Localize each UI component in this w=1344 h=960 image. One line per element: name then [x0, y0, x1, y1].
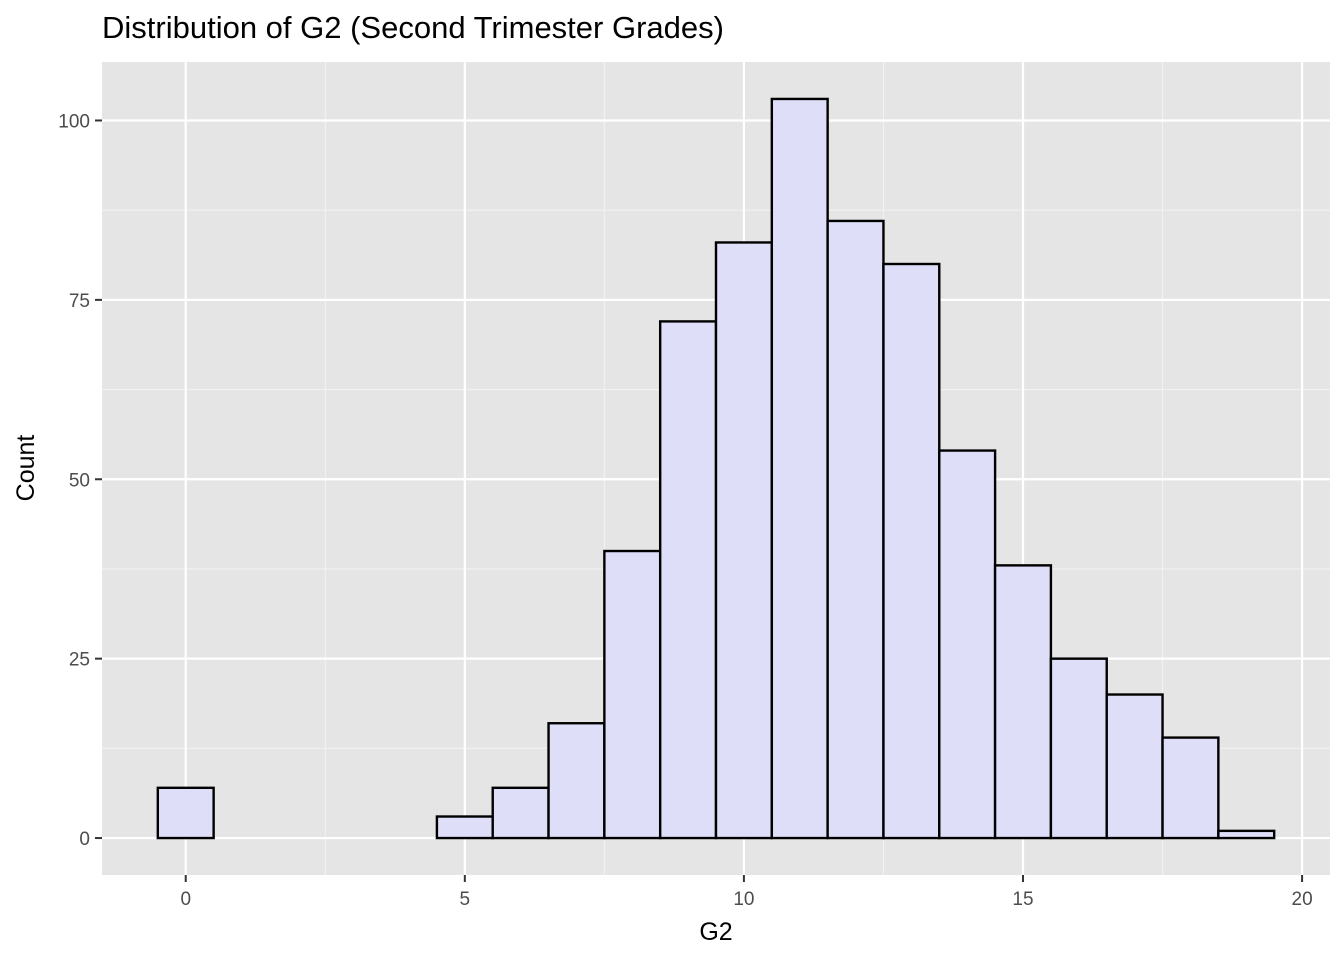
- histogram-bar: [435, 815, 494, 840]
- histogram-bar: [826, 219, 885, 840]
- y-tick-label: 25: [69, 650, 90, 671]
- histogram-bar: [491, 786, 550, 840]
- y-tick-label: 0: [79, 829, 90, 850]
- histogram-bar: [714, 241, 774, 840]
- histogram-bar: [603, 549, 662, 840]
- x-tick-label: 0: [180, 889, 191, 910]
- histogram-bar: [938, 449, 997, 840]
- y-tick-label: 75: [69, 291, 90, 312]
- x-tick-label: 10: [733, 889, 754, 910]
- histogram-bar: [1105, 693, 1164, 840]
- y-axis: 0 25 50 75 100: [58, 111, 102, 850]
- histogram-bar: [1161, 736, 1220, 840]
- histogram-bar: [1217, 829, 1276, 840]
- x-axis-title: G2: [699, 918, 732, 946]
- y-tick-label: 100: [58, 111, 90, 132]
- bars: [156, 97, 1276, 840]
- y-tick-label: 50: [69, 470, 90, 491]
- histogram-bar: [1049, 657, 1108, 840]
- histogram-bar: [658, 320, 718, 840]
- histogram-bar: [156, 786, 215, 840]
- histogram-bar: [882, 262, 941, 840]
- x-tick-label: 15: [1012, 889, 1033, 910]
- x-axis: 0 5 10 15 20: [180, 875, 1313, 910]
- x-tick-label: 20: [1292, 889, 1313, 910]
- histogram-bar: [993, 564, 1053, 840]
- y-axis-title: Count: [12, 435, 40, 502]
- histogram-bar: [547, 722, 606, 840]
- chart-title: Distribution of G2 (Second Trimester Gra…: [102, 10, 724, 45]
- x-tick-label: 5: [460, 889, 471, 910]
- histogram-bar: [770, 97, 829, 840]
